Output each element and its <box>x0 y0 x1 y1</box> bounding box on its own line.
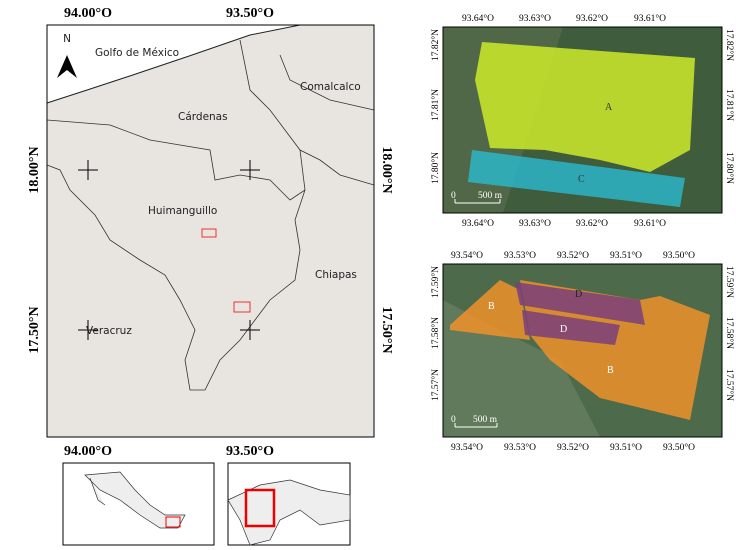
tick-label: 93.51°O <box>610 442 642 453</box>
place: Cárdenas <box>178 111 228 123</box>
scale-label: 0 <box>451 415 456 425</box>
tick-label: 17.80°N <box>430 152 441 184</box>
tick-label: 93.63°O <box>519 218 551 229</box>
tick-label: 17.58°N <box>724 317 735 349</box>
tick-label: 17.50°N <box>27 306 42 353</box>
area-c <box>468 150 685 207</box>
place: Huimanguillo <box>148 205 217 217</box>
tick-label: 17.58°N <box>430 317 441 349</box>
tick-label: 93.53°O <box>504 250 536 261</box>
area-d <box>515 282 645 345</box>
boundaries <box>46 39 375 391</box>
tick-label: 18.00°N <box>379 146 394 193</box>
tick-label: 94.00°O <box>64 444 112 459</box>
scale-label: 500 m <box>478 191 503 201</box>
area-label: D <box>560 324 567 335</box>
area-label: D <box>575 289 582 300</box>
frame <box>442 26 723 214</box>
tick-label: 17.81°N <box>430 89 441 121</box>
place: Veracruz <box>86 325 132 337</box>
scale-label: 500 m <box>473 415 498 425</box>
north-arrow <box>57 55 77 78</box>
area-a <box>475 42 695 172</box>
tick-label: 17.82°N <box>724 29 735 61</box>
tick-label: 93.54°O <box>451 250 483 261</box>
tick-label: 17.59°N <box>430 266 441 298</box>
tick-label: 17.82°N <box>430 29 441 61</box>
tick-label: 93.50°O <box>226 444 274 459</box>
tick-label: 93.52°O <box>557 442 589 453</box>
panel-top: A C 0 500 m <box>442 26 723 214</box>
frame <box>46 24 375 438</box>
scale-label: 0 <box>451 191 456 201</box>
place: Golfo de México <box>95 47 179 59</box>
place: Comalcalco <box>300 81 361 93</box>
scale-bar <box>454 199 501 204</box>
place: Chiapas <box>315 269 357 281</box>
tick-label: 93.61°O <box>634 13 666 24</box>
area-b <box>450 280 710 420</box>
tick-label: 17.81°N <box>724 89 735 121</box>
tick-label: 17.50°N <box>379 306 394 353</box>
tick-label: 93.62°O <box>576 218 608 229</box>
mexico <box>84 471 186 529</box>
tick-label: 18.00°N <box>27 146 42 193</box>
tick-label: 93.52°O <box>557 250 589 261</box>
area-label: B <box>488 301 495 312</box>
tick-label: 93.50°O <box>226 6 274 21</box>
study-site <box>233 301 251 313</box>
tick-label: 93.64°O <box>462 13 494 24</box>
inset-box <box>244 488 276 528</box>
tick-label: 93.62°O <box>576 13 608 24</box>
tick-label: 93.64°O <box>462 218 494 229</box>
tick-label: 17.59°N <box>724 266 735 298</box>
tick-label: 93.53°O <box>504 442 536 453</box>
tabasco <box>227 479 351 546</box>
insets <box>62 462 351 546</box>
north-label: N <box>63 33 71 45</box>
panel-bottom: B D D B 0 500 m <box>442 263 723 438</box>
tick-label: 93.63°O <box>519 13 551 24</box>
frame <box>442 263 723 438</box>
area-label: A <box>605 102 613 113</box>
main-map: N Golfo de México Cárdenas Comalcalco Hu… <box>27 6 394 459</box>
tick-label: 93.50°O <box>663 250 695 261</box>
tick-label: 93.50°O <box>663 442 695 453</box>
terrain <box>443 300 600 437</box>
inset-box <box>165 516 181 528</box>
study-site <box>201 228 217 238</box>
graticule <box>78 160 260 340</box>
scale-bar <box>454 423 498 428</box>
tick-label: 94.00°O <box>64 6 112 21</box>
area-label: B <box>607 365 614 376</box>
tick-label: 93.51°O <box>610 250 642 261</box>
tick-label: 93.54°O <box>451 442 483 453</box>
area-label: C <box>578 174 585 185</box>
tick-label: 17.57°N <box>724 369 735 401</box>
tick-label: 17.80°N <box>724 152 735 184</box>
tick-label: 17.57°N <box>430 369 441 401</box>
tick-label: 93.61°O <box>634 218 666 229</box>
